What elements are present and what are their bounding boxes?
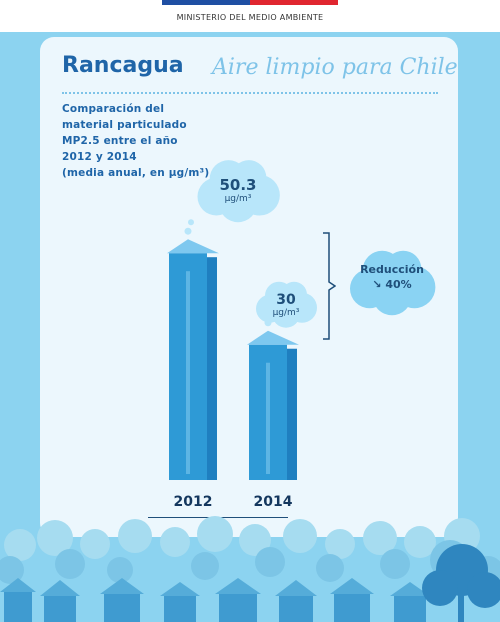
data-label-unit: μg/m³ xyxy=(224,194,252,205)
bar-stripe-2014 xyxy=(266,362,270,474)
bar-side-2014 xyxy=(287,348,297,480)
subtitle-line: 2012 y 2014 xyxy=(62,151,137,163)
reduction-callout: Reducción ↘ 40% xyxy=(352,262,432,292)
tick-label-2012: 2012 xyxy=(173,494,213,510)
data-label-unit: μg/m³ xyxy=(272,307,300,318)
bar-side-2012 xyxy=(207,257,217,480)
data-label-2014: 30 μg/m³ xyxy=(246,292,326,318)
slogan: Aire limpio para Chile xyxy=(212,55,458,80)
city-title: Rancagua xyxy=(62,53,184,78)
city-skyline-illustration xyxy=(0,516,500,622)
data-label-value: 50.3 xyxy=(219,176,257,195)
subtitle-line: Comparación del xyxy=(62,103,165,115)
chile-flag-stripe xyxy=(162,0,338,5)
subtitle-line: (media anual, en μg/m³) xyxy=(62,167,210,179)
headline: Rancagua Aire limpio para Chile xyxy=(40,37,458,95)
reduction-value: ↘ 40% xyxy=(372,278,412,291)
headline-divider xyxy=(62,92,438,94)
background-trees xyxy=(4,516,480,561)
front-tree xyxy=(422,544,500,622)
bar-stripe-2012 xyxy=(186,271,190,474)
reduction-bracket xyxy=(323,232,336,340)
data-label-cloud-2012 xyxy=(197,160,280,223)
bar-roof-2014 xyxy=(247,330,299,345)
smoke-puff xyxy=(184,227,192,235)
bar-roof-2012 xyxy=(167,239,219,254)
subtitle-line: material particulado xyxy=(62,119,187,131)
smoke-puff xyxy=(188,219,194,226)
tick-label-2014: 2014 xyxy=(253,494,293,510)
ministry-name: MINISTERIO DEL MEDIO AMBIENTE xyxy=(176,13,324,22)
subtitle-line: MP2.5 entre el año xyxy=(62,135,178,147)
data-label-2012: 50.3 μg/m³ xyxy=(198,176,278,204)
house-roofs xyxy=(0,578,430,596)
reduction-cloud xyxy=(350,250,436,316)
ministry-header: MINISTERIO DEL MEDIO AMBIENTE xyxy=(0,0,500,32)
reduction-label: Reducción xyxy=(360,263,424,276)
data-label-value: 30 xyxy=(276,291,296,308)
house-walls xyxy=(4,592,426,622)
chart-subtitle: Comparación del material particulado MP2… xyxy=(62,101,262,181)
data-label-cloud-2014 xyxy=(256,281,317,328)
